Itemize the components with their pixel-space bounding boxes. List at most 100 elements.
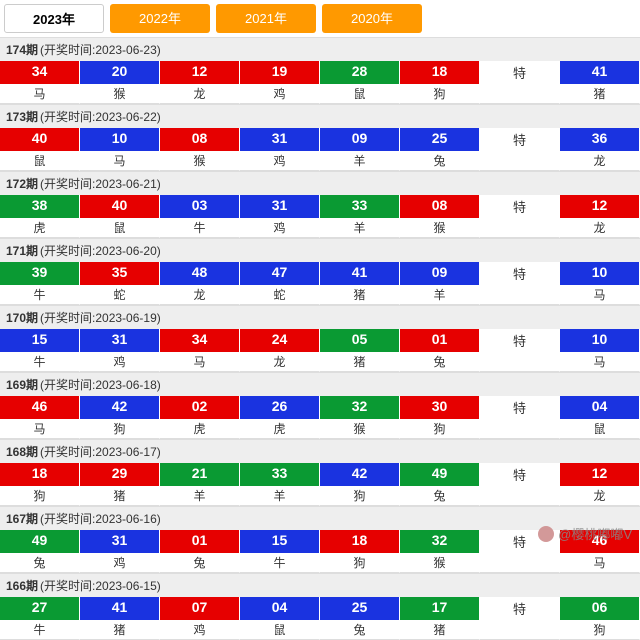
ball-number-3: 31 [240,195,320,218]
ball-zodiac-1: 猪 [80,486,160,506]
ball-zodiac-3: 鸡 [240,84,320,104]
issue-label: 169期 [6,376,38,393]
special-label: 特 [480,329,560,352]
issue-label: 166期 [6,577,38,594]
special-label: 特 [480,195,560,218]
ball-number-4: 18 [320,530,400,553]
ball-zodiac-5: 兔 [400,486,480,506]
ball-number-0: 18 [0,463,80,486]
issue-label: 174期 [6,41,38,58]
draw-header: 173期(开奖时间:2023-06-22) [0,105,640,128]
year-tab-2020年[interactable]: 2020年 [322,4,422,33]
issue-date: (开奖时间:2023-06-17) [40,443,161,460]
issue-date: (开奖时间:2023-06-21) [40,175,161,192]
avatar-icon [538,526,554,542]
ball-number-3: 24 [240,329,320,352]
special-label: 特 [480,396,560,419]
ball-number-special: 04 [560,396,640,419]
ball-number-special: 36 [560,128,640,151]
ball-zodiac-0: 狗 [0,486,80,506]
ball-zodiac-special: 龙 [560,218,640,238]
ball-number-2: 08 [160,128,240,151]
ball-zodiac-1: 鸡 [80,553,160,573]
ball-zodiac-2: 龙 [160,84,240,104]
ball-zodiac-1: 猴 [80,84,160,104]
ball-number-0: 40 [0,128,80,151]
year-tab-2023年[interactable]: 2023年 [4,4,104,33]
draw-header: 171期(开奖时间:2023-06-20) [0,239,640,262]
issue-label: 168期 [6,443,38,460]
draw-header: 168期(开奖时间:2023-06-17) [0,440,640,463]
special-label: 特 [480,61,560,84]
special-label-spacer [480,151,560,171]
year-tab-2022年[interactable]: 2022年 [110,4,210,33]
ball-number-3: 47 [240,262,320,285]
issue-date: (开奖时间:2023-06-18) [40,376,161,393]
number-row: 342012192818特41 [0,61,640,84]
ball-number-0: 46 [0,396,80,419]
ball-zodiac-special: 狗 [560,620,640,640]
ball-number-1: 10 [80,128,160,151]
issue-label: 171期 [6,242,38,259]
ball-zodiac-4: 羊 [320,151,400,171]
ball-zodiac-5: 猴 [400,218,480,238]
ball-number-0: 34 [0,61,80,84]
zodiac-row: 牛蛇龙蛇猪羊马 [0,285,640,305]
ball-zodiac-special: 马 [560,352,640,372]
year-tab-2021年[interactable]: 2021年 [216,4,316,33]
ball-number-1: 41 [80,597,160,620]
zodiac-row: 兔鸡兔牛狗猴马 [0,553,640,573]
issue-label: 170期 [6,309,38,326]
ball-number-4: 28 [320,61,400,84]
ball-zodiac-2: 龙 [160,285,240,305]
ball-number-3: 33 [240,463,320,486]
special-label: 特 [480,597,560,620]
number-row: 153134240501特10 [0,329,640,352]
ball-number-3: 15 [240,530,320,553]
special-label-spacer [480,486,560,506]
ball-number-3: 26 [240,396,320,419]
number-row: 274107042517特06 [0,597,640,620]
draws-container: 174期(开奖时间:2023-06-23)342012192818特41马猴龙鸡… [0,37,640,640]
zodiac-row: 虎鼠牛鸡羊猴龙 [0,218,640,238]
ball-zodiac-4: 狗 [320,553,400,573]
ball-zodiac-3: 鸡 [240,151,320,171]
ball-number-2: 12 [160,61,240,84]
ball-number-2: 07 [160,597,240,620]
number-row: 384003313308特12 [0,195,640,218]
ball-number-5: 01 [400,329,480,352]
draw-173期: 173期(开奖时间:2023-06-22)401008310925特36鼠马猴鸡… [0,104,640,171]
ball-zodiac-3: 羊 [240,486,320,506]
special-label: 特 [480,262,560,285]
ball-number-5: 25 [400,128,480,151]
ball-zodiac-special: 龙 [560,151,640,171]
year-tabs: 2023年2022年2021年2020年 [0,0,640,37]
ball-number-special: 41 [560,61,640,84]
ball-number-3: 04 [240,597,320,620]
ball-zodiac-5: 羊 [400,285,480,305]
ball-number-special: 12 [560,195,640,218]
draw-171期: 171期(开奖时间:2023-06-20)393548474109特10牛蛇龙蛇… [0,238,640,305]
zodiac-row: 马狗虎虎猴狗鼠 [0,419,640,439]
ball-number-1: 35 [80,262,160,285]
ball-number-2: 02 [160,396,240,419]
ball-number-1: 20 [80,61,160,84]
ball-number-2: 01 [160,530,240,553]
issue-label: 172期 [6,175,38,192]
ball-number-0: 27 [0,597,80,620]
ball-zodiac-4: 兔 [320,620,400,640]
issue-date: (开奖时间:2023-06-23) [40,41,161,58]
issue-date: (开奖时间:2023-06-15) [40,577,161,594]
ball-zodiac-1: 猪 [80,620,160,640]
ball-zodiac-1: 蛇 [80,285,160,305]
ball-number-1: 29 [80,463,160,486]
number-row: 182921334249特12 [0,463,640,486]
ball-zodiac-2: 鸡 [160,620,240,640]
ball-zodiac-0: 马 [0,419,80,439]
zodiac-row: 马猴龙鸡鼠狗猪 [0,84,640,104]
ball-zodiac-4: 狗 [320,486,400,506]
ball-zodiac-special: 鼠 [560,419,640,439]
ball-number-5: 30 [400,396,480,419]
ball-number-4: 09 [320,128,400,151]
ball-zodiac-3: 蛇 [240,285,320,305]
